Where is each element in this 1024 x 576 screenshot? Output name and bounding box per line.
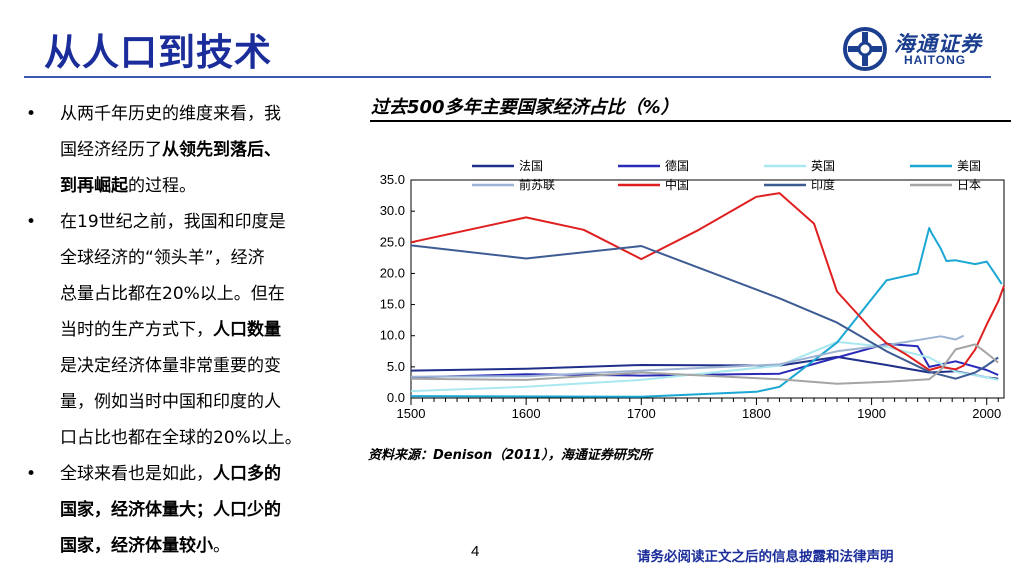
bullet-line: 当时的生产方式下，人口数量: [60, 312, 344, 348]
x-tick-label: 2000: [972, 406, 1001, 421]
bullet-line: 从两千年历史的维度来看，我: [60, 96, 344, 132]
legend-label: 印度: [811, 177, 835, 192]
legend-label: 日本: [957, 178, 981, 192]
bullet-text-bold: 国家，经济体量大；人口少的: [60, 500, 281, 520]
bullet-text: 总量占比都在20%以上。但在: [60, 284, 285, 304]
bullet-line: 总量占比都在20%以上。但在: [60, 276, 344, 312]
page-number: 4: [471, 543, 480, 560]
bullet-line: 量，例如当时中国和印度的人: [60, 384, 344, 420]
x-tick-label: 1500: [397, 406, 426, 421]
bullet-marker: •: [26, 104, 37, 124]
bullet-text-bold: 人口数量: [213, 320, 281, 340]
bullet-text: 。: [213, 536, 230, 556]
legend-label: 法国: [519, 159, 543, 173]
y-tick-label: 35.0: [380, 172, 405, 187]
y-tick-label: 20.0: [380, 265, 405, 280]
bullet-text: 是决定经济体量非常重要的变: [60, 356, 281, 376]
bullet-text: 全球来看也是如此，: [60, 464, 213, 484]
legend-label: 美国: [957, 159, 981, 173]
y-tick-label: 5.0: [387, 359, 405, 374]
bullet-list: • 从两千年历史的维度来看，我 国经济经历了从领先到落后、 到再崛起的过程。 • 在19世…: [24, 96, 344, 564]
bullet-line: 全球来看也是如此，人口多的: [60, 456, 344, 492]
series-line: [410, 244, 999, 380]
y-tick-label: 30.0: [380, 203, 405, 218]
chart-title: 过去500多年主要国家经济占比（%）: [371, 97, 679, 118]
bullet-marker: •: [26, 464, 37, 484]
header-divider: [24, 76, 991, 78]
legend-label: 前苏联: [519, 177, 555, 192]
bullet-text-bold: 人口多的: [213, 464, 281, 484]
bullet-line: 国经济经历了从领先到落后、: [60, 132, 344, 168]
bullet-line: 全球经济的“领头羊”，经济: [60, 240, 344, 276]
legend-label: 中国: [665, 177, 689, 192]
bullet-text: 全球经济的“领头羊”，经济: [60, 248, 265, 268]
source-note: 资料来源：Denison（2011），海通证券研究所: [368, 448, 652, 463]
bullet-line: 国家，经济体量较小。: [60, 528, 344, 564]
bullet-text: 从两千年历史的维度来看，我: [60, 104, 281, 124]
logo-text-en: HAITONG: [904, 53, 967, 67]
disclaimer: 请务必阅读正文之后的信息披露和法律声明: [637, 549, 894, 565]
logo-text-cn: 海通证券: [894, 31, 982, 56]
haitong-logo-icon: [843, 27, 887, 71]
bullet-line: 是决定经济体量非常重要的变: [60, 348, 344, 384]
series-line: [410, 334, 965, 378]
bullet-text: 当时的生产方式下，: [60, 320, 213, 340]
y-tick-label: 15.0: [380, 297, 405, 312]
y-tick-label: 10.0: [380, 328, 405, 343]
bullet-text-bold: 从领先到落后、: [162, 140, 281, 160]
bullet-text-bold: 到再崛起: [60, 176, 128, 196]
x-tick-label: 1700: [627, 406, 656, 421]
series-line: [410, 227, 1003, 398]
y-tick-label: 25.0: [380, 234, 405, 249]
bullet-line: 国家，经济体量大；人口少的: [60, 492, 344, 528]
series-line: [410, 343, 999, 385]
company-logo: 海通证券 HAITONG: [842, 26, 992, 72]
x-tick-label: 1600: [512, 406, 541, 421]
legend-label: 英国: [811, 159, 835, 173]
bullet-item: • 在19世纪之前，我国和印度是 全球经济的“领头羊”，经济 总量占比都在20%以上。…: [24, 204, 344, 456]
bullet-text: 量，例如当时中国和印度的人: [60, 392, 281, 412]
bullet-line: 口占比也都在全球的20%以上。: [60, 420, 344, 456]
bullet-line: 到再崛起的过程。: [60, 168, 344, 204]
bullet-text: 的过程。: [128, 176, 196, 196]
y-tick-label: 0.0: [387, 390, 405, 405]
bullet-item: • 从两千年历史的维度来看，我 国经济经历了从领先到落后、 到再崛起的过程。: [24, 96, 344, 204]
bullet-marker: •: [26, 212, 37, 232]
legend-label: 德国: [665, 158, 689, 173]
x-tick-label: 1800: [742, 406, 771, 421]
x-tick-label: 1900: [857, 406, 886, 421]
plot-area-frame: [410, 179, 1005, 399]
line-chart: 0.0 5.0 10.0 15.0 20.0 25.0 30.0 35.0 1500 1600 17…: [380, 158, 1005, 421]
chart-title-divider: [370, 120, 1011, 122]
bullet-text: 在19世纪之前，我国和印度是: [60, 212, 286, 232]
bullet-text: 国经济经历了: [60, 140, 162, 160]
slide-title: 从人口到技术: [44, 30, 272, 74]
bullet-text-bold: 国家，经济体量较小: [60, 536, 213, 556]
series-line: [410, 192, 1005, 371]
bullet-text: 口占比也都在全球的20%以上。: [60, 428, 302, 448]
bullet-line: 在19世纪之前，我国和印度是: [60, 204, 344, 240]
series-line: [410, 340, 999, 393]
bullet-item: • 全球来看也是如此，人口多的 国家，经济体量大；人口少的 国家，经济体量较小。: [24, 456, 344, 564]
